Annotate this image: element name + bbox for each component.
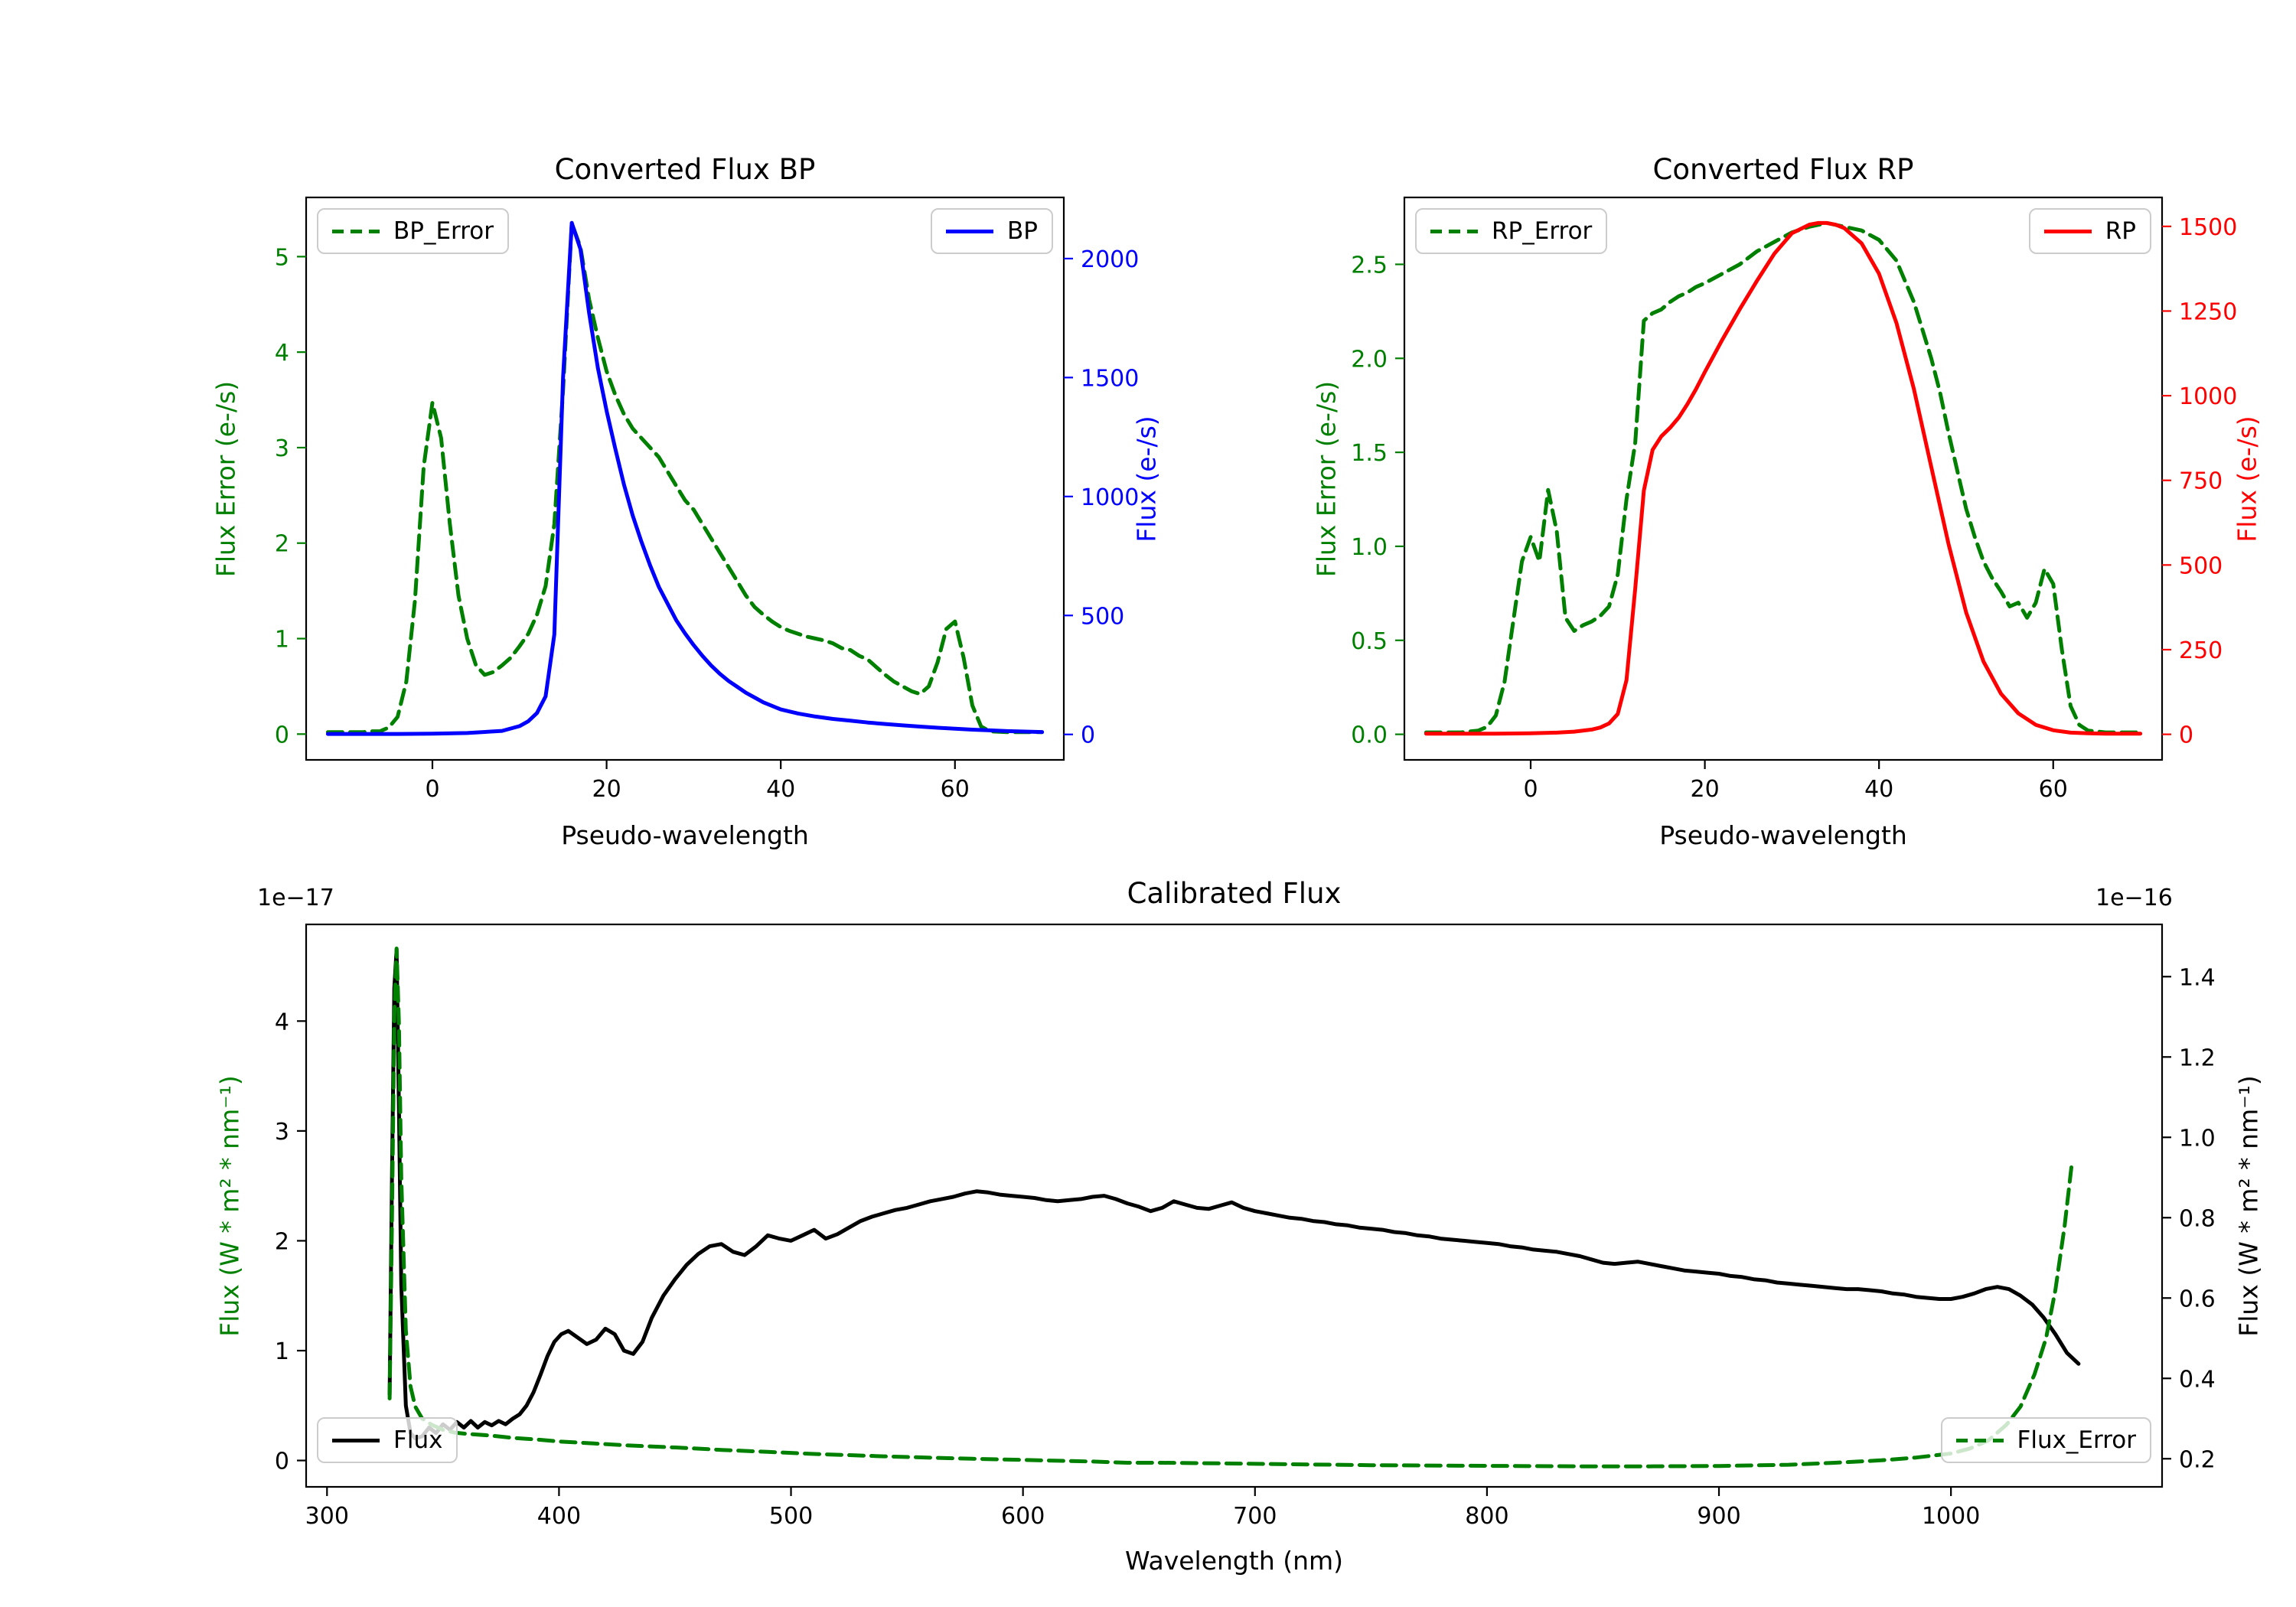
- bp-x-axis-label: Pseudo-wavelength: [561, 820, 809, 850]
- calibrated-x-axis-label: Wavelength (nm): [1124, 1546, 1344, 1576]
- bp-error-line-sample: [332, 229, 380, 233]
- series-bp: [325, 220, 1045, 736]
- y-tick-label: 4: [275, 1009, 289, 1035]
- bp-legend: BP: [931, 208, 1053, 254]
- y-tick-label: 500: [1081, 603, 1124, 630]
- rp-left-y-axis-label: Flux Error (e-/s): [1311, 380, 1342, 578]
- rp-line-sample: [2043, 229, 2092, 233]
- y-tick-label: 750: [2179, 468, 2223, 495]
- y-tick-label: 1250: [2179, 298, 2237, 325]
- x-tick-label: 0: [1523, 776, 1538, 803]
- y-tick-label: 0.5: [1351, 628, 1388, 655]
- y-tick-label: 1.2: [2179, 1045, 2216, 1071]
- bp-line-sample: [946, 229, 994, 233]
- y-tick-label: 2.0: [1351, 346, 1388, 373]
- calibrated-right-y-axis-label: Flux (W * m² * nm⁻¹): [2233, 1075, 2264, 1337]
- y-tick-label: 1500: [2179, 214, 2237, 241]
- x-tick-label: 800: [1465, 1503, 1508, 1530]
- y-tick-label: 1.0: [1351, 534, 1388, 561]
- flux-line-sample: [332, 1438, 380, 1442]
- y-tick-label: 0.6: [2179, 1286, 2216, 1312]
- calibrated-plot-title: Calibrated Flux: [1127, 877, 1342, 910]
- flux-error-line-sample: [1955, 1438, 2004, 1442]
- bp-right-y-axis-label: Flux (e-/s): [1131, 416, 1162, 543]
- rp-legend: RP: [2028, 208, 2151, 254]
- series-flux-error: [387, 947, 2074, 1468]
- y-tick-label: 0: [1081, 722, 1095, 749]
- y-tick-label: 3: [275, 1119, 289, 1146]
- x-tick-label: 700: [1233, 1503, 1277, 1530]
- y-tick-label: 1000: [2179, 383, 2237, 410]
- plot-frame-bp: [305, 196, 1065, 761]
- x-tick-label: 300: [305, 1503, 349, 1530]
- y-tick-label: 250: [2179, 637, 2223, 664]
- y-tick-label: 0: [275, 722, 289, 748]
- flux-legend-label: Flux: [393, 1426, 443, 1454]
- x-tick-label: 0: [425, 776, 439, 803]
- rp-legend-label: RP: [2105, 217, 2136, 245]
- y-tick-label: 1.5: [1351, 440, 1388, 467]
- x-tick-label: 900: [1697, 1503, 1740, 1530]
- flux-legend: Flux: [317, 1417, 458, 1463]
- y-tick-label: 0.8: [2179, 1205, 2216, 1232]
- y-tick-label: 1000: [1081, 484, 1139, 511]
- rp-error-legend-label: RP_Error: [1492, 217, 1593, 245]
- y-tick-label: 500: [2179, 553, 2223, 579]
- y-tick-label: 4: [275, 340, 289, 367]
- y-tick-label: 1: [275, 1338, 289, 1365]
- y-tick-label: 2000: [1081, 246, 1139, 273]
- y-tick-label: 5: [275, 244, 289, 271]
- x-tick-label: 40: [1864, 776, 1893, 803]
- x-tick-label: 600: [1001, 1503, 1045, 1530]
- x-tick-label: 500: [769, 1503, 813, 1530]
- left-axis-scale-offset: 1e−17: [257, 885, 334, 911]
- y-tick-label: 2: [275, 1228, 289, 1255]
- x-tick-label: 60: [941, 776, 970, 803]
- right-axis-scale-offset: 1e−16: [2095, 885, 2173, 911]
- rp-error-legend: RP_Error: [1415, 208, 1608, 254]
- y-tick-label: 0.2: [2179, 1446, 2216, 1473]
- x-tick-label: 60: [2039, 776, 2068, 803]
- y-tick-label: 1.0: [2179, 1125, 2216, 1152]
- series-rp-error: [1424, 220, 2143, 735]
- flux-error-legend-label: Flux_Error: [2017, 1426, 2137, 1454]
- x-tick-label: 1000: [1922, 1503, 1980, 1530]
- y-tick-label: 0: [2179, 722, 2193, 749]
- x-tick-label: 40: [766, 776, 795, 803]
- calibrated-left-y-axis-label: Flux (W * m² * nm⁻¹): [214, 1075, 245, 1337]
- bp-plot-title: Converted Flux BP: [554, 153, 816, 186]
- y-tick-label: 0.0: [1351, 722, 1388, 749]
- y-tick-label: 1: [275, 627, 289, 654]
- plot-frame-cal: [305, 923, 2164, 1488]
- y-tick-label: 1.4: [2179, 964, 2216, 991]
- flux-error-legend: Flux_Error: [1940, 1417, 2151, 1463]
- y-tick-label: 2.5: [1351, 252, 1388, 279]
- rp-error-line-sample: [1430, 229, 1478, 233]
- series-rp: [1424, 220, 2143, 736]
- x-tick-label: 20: [1690, 776, 1719, 803]
- bp-legend-label: BP: [1007, 217, 1038, 245]
- y-tick-label: 2: [275, 531, 289, 558]
- rp-x-axis-label: Pseudo-wavelength: [1659, 820, 1907, 850]
- bp-error-legend: BP_Error: [317, 208, 510, 254]
- y-tick-label: 0.4: [2179, 1366, 2216, 1393]
- x-tick-label: 400: [537, 1503, 581, 1530]
- bp-left-y-axis-label: Flux Error (e-/s): [210, 380, 241, 578]
- series-bp-error: [325, 221, 1045, 735]
- rp-plot-title: Converted Flux RP: [1652, 153, 1914, 186]
- series-flux: [387, 947, 2081, 1441]
- rp-right-y-axis-label: Flux (e-/s): [2232, 416, 2262, 543]
- y-tick-label: 1500: [1081, 365, 1139, 392]
- x-tick-label: 20: [592, 776, 621, 803]
- y-tick-label: 0: [275, 1449, 289, 1475]
- plot-frame-rp: [1403, 196, 2164, 761]
- bp-error-legend-label: BP_Error: [393, 217, 494, 245]
- y-tick-label: 3: [275, 435, 289, 462]
